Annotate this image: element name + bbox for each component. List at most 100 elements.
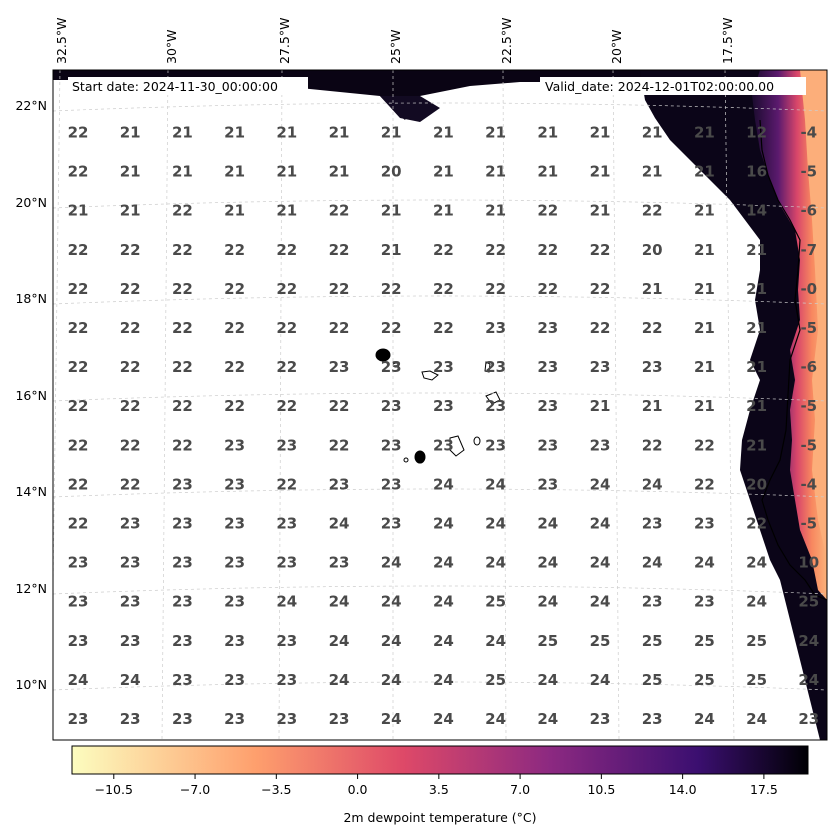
dewpoint-value: 24 bbox=[433, 671, 454, 689]
dewpoint-value: 23 bbox=[381, 436, 402, 454]
dewpoint-value: 25 bbox=[590, 632, 611, 650]
dewpoint-value: 22 bbox=[433, 280, 454, 298]
latitude-label: 18°N bbox=[15, 291, 47, 306]
dewpoint-value: 23 bbox=[485, 358, 506, 376]
meridian-line bbox=[502, 70, 507, 740]
graticule bbox=[53, 70, 827, 740]
dewpoint-value: 23 bbox=[537, 397, 558, 415]
dewpoint-value: 25 bbox=[485, 671, 506, 689]
dewpoint-value: 24 bbox=[433, 475, 454, 493]
dewpoint-value: -5 bbox=[800, 515, 817, 533]
dewpoint-value: 24 bbox=[381, 632, 402, 650]
dewpoint-value: 23 bbox=[172, 671, 193, 689]
dewpoint-value: 22 bbox=[276, 475, 297, 493]
dewpoint-value: -6 bbox=[800, 358, 817, 376]
dewpoint-value: 23 bbox=[433, 436, 454, 454]
dewpoint-value: 12 bbox=[746, 124, 767, 142]
dewpoint-value: 22 bbox=[120, 436, 141, 454]
colorbar-tick-label: 3.5 bbox=[429, 782, 449, 797]
dewpoint-value: 22 bbox=[694, 436, 715, 454]
dewpoint-value: 23 bbox=[537, 358, 558, 376]
dewpoint-value: 23 bbox=[485, 436, 506, 454]
dewpoint-value: 23 bbox=[537, 319, 558, 337]
dewpoint-value: 24 bbox=[590, 671, 611, 689]
dewpoint-value: 22 bbox=[224, 319, 245, 337]
dewpoint-value: 24 bbox=[485, 515, 506, 533]
dewpoint-value: 21 bbox=[694, 124, 715, 142]
parallel-line bbox=[53, 392, 827, 402]
dewpoint-value: 21 bbox=[746, 319, 767, 337]
dewpoint-value: 22 bbox=[276, 280, 297, 298]
dewpoint-value: 21 bbox=[172, 124, 193, 142]
dewpoint-value: 23 bbox=[224, 475, 245, 493]
parallel-line bbox=[53, 295, 827, 305]
dewpoint-value: 24 bbox=[537, 515, 558, 533]
dewpoint-value: 22 bbox=[68, 163, 89, 181]
longitude-label: 27.5°W bbox=[277, 18, 292, 64]
longitude-label: 30°W bbox=[164, 29, 179, 64]
dewpoint-value: 22 bbox=[329, 436, 350, 454]
dewpoint-value: 21 bbox=[224, 163, 245, 181]
dewpoint-value: -7 bbox=[800, 241, 817, 259]
dewpoint-value: 21 bbox=[485, 124, 506, 142]
dewpoint-value: 22 bbox=[68, 515, 89, 533]
dewpoint-value: 23 bbox=[694, 515, 715, 533]
meridian-line bbox=[161, 70, 169, 740]
dewpoint-value: 22 bbox=[224, 280, 245, 298]
dewpoint-value: 24 bbox=[433, 515, 454, 533]
dewpoint-value: 22 bbox=[120, 280, 141, 298]
dewpoint-value: 25 bbox=[694, 671, 715, 689]
dewpoint-value: 24 bbox=[381, 554, 402, 572]
dewpoint-value: 21 bbox=[694, 202, 715, 220]
dewpoint-value: 22 bbox=[68, 358, 89, 376]
dewpoint-value: 21 bbox=[224, 202, 245, 220]
dewpoint-value: 21 bbox=[329, 124, 350, 142]
dewpoint-value: 21 bbox=[642, 397, 663, 415]
dewpoint-value: 21 bbox=[537, 163, 558, 181]
dewpoint-value: 21 bbox=[694, 163, 715, 181]
dewpoint-value: 25 bbox=[642, 632, 663, 650]
dewpoint-value: 23 bbox=[224, 710, 245, 728]
dewpoint-value: 22 bbox=[329, 280, 350, 298]
dewpoint-value: 24 bbox=[694, 710, 715, 728]
dewpoint-value: 22 bbox=[120, 475, 141, 493]
dewpoint-value: 22 bbox=[68, 397, 89, 415]
dewpoint-value: 22 bbox=[590, 280, 611, 298]
meridian-line bbox=[612, 70, 620, 740]
dewpoint-value: -6 bbox=[800, 202, 817, 220]
dewpoint-value: 23 bbox=[642, 358, 663, 376]
dewpoint-value: 25 bbox=[537, 632, 558, 650]
dewpoint-value: 21 bbox=[68, 202, 89, 220]
dewpoint-value: 23 bbox=[642, 515, 663, 533]
dewpoint-value: 22 bbox=[120, 358, 141, 376]
dewpoint-value: 20 bbox=[381, 163, 402, 181]
dewpoint-value: 24 bbox=[590, 515, 611, 533]
dewpoint-value: 23 bbox=[172, 554, 193, 572]
dewpoint-value: 22 bbox=[120, 319, 141, 337]
dewpoint-value: 21 bbox=[276, 124, 297, 142]
dewpoint-value: 21 bbox=[172, 163, 193, 181]
dewpoint-value: 24 bbox=[590, 475, 611, 493]
dewpoint-value: 21 bbox=[120, 124, 141, 142]
dewpoint-value: 24 bbox=[433, 554, 454, 572]
dewpoint-value: 24 bbox=[381, 671, 402, 689]
dewpoint-value: 21 bbox=[485, 202, 506, 220]
cape-verde-islands bbox=[375, 348, 501, 464]
dewpoint-value: 23 bbox=[68, 593, 89, 611]
meridian-line bbox=[724, 70, 735, 740]
dewpoint-value: 22 bbox=[746, 515, 767, 533]
dewpoint-value: 24 bbox=[381, 710, 402, 728]
dewpoint-value: 24 bbox=[537, 671, 558, 689]
dewpoint-value: -0 bbox=[800, 280, 817, 298]
colorbar-tick-label: −7.0 bbox=[180, 782, 210, 797]
dewpoint-value: 23 bbox=[224, 436, 245, 454]
dewpoint-value: 22 bbox=[642, 436, 663, 454]
dewpoint-value: 22 bbox=[537, 280, 558, 298]
colorbar-tick-label: 14.0 bbox=[669, 782, 697, 797]
start-date-label: Start date: 2024-11-30_00:00:00 bbox=[72, 79, 278, 94]
dewpoint-value: 22 bbox=[172, 319, 193, 337]
dewpoint-value: 24 bbox=[485, 710, 506, 728]
dewpoint-value: 22 bbox=[68, 475, 89, 493]
dewpoint-value: 21 bbox=[224, 124, 245, 142]
dewpoint-value: 21 bbox=[746, 436, 767, 454]
